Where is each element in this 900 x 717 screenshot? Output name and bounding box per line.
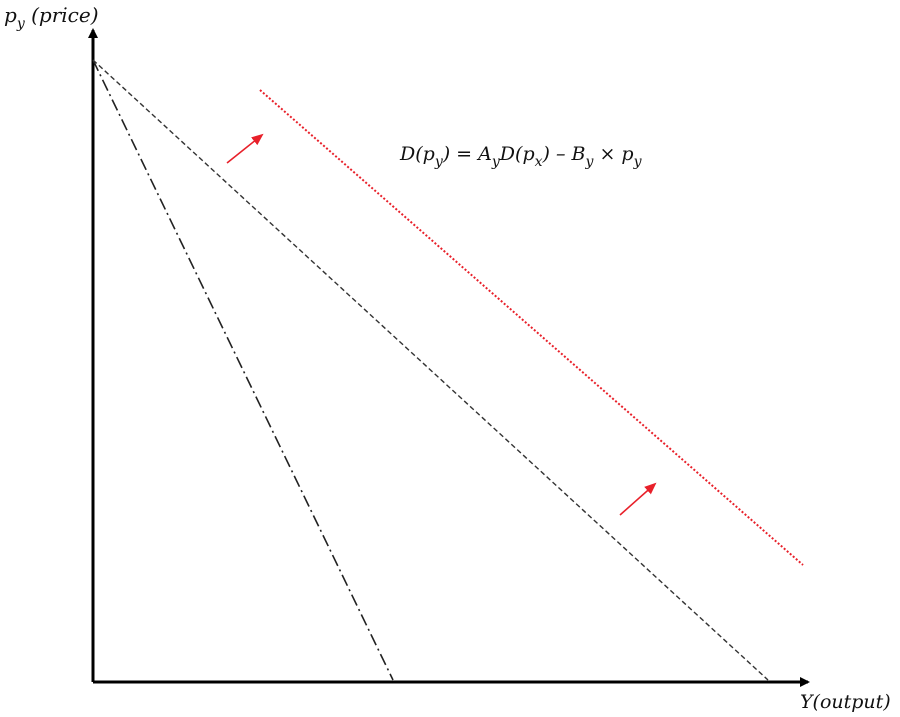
original-demand-line bbox=[92, 59, 769, 681]
shift-arrow-lower bbox=[619, 482, 657, 516]
shifted-demand-line bbox=[259, 89, 804, 566]
y-axis-label: py (price) bbox=[4, 3, 99, 32]
shift-arrow-upper bbox=[226, 133, 264, 164]
demand-equation: D(py) = AyD(px) – By × py bbox=[399, 143, 643, 170]
steep-demand-line bbox=[92, 59, 394, 681]
x-axis-label: Y(output) bbox=[800, 691, 891, 713]
